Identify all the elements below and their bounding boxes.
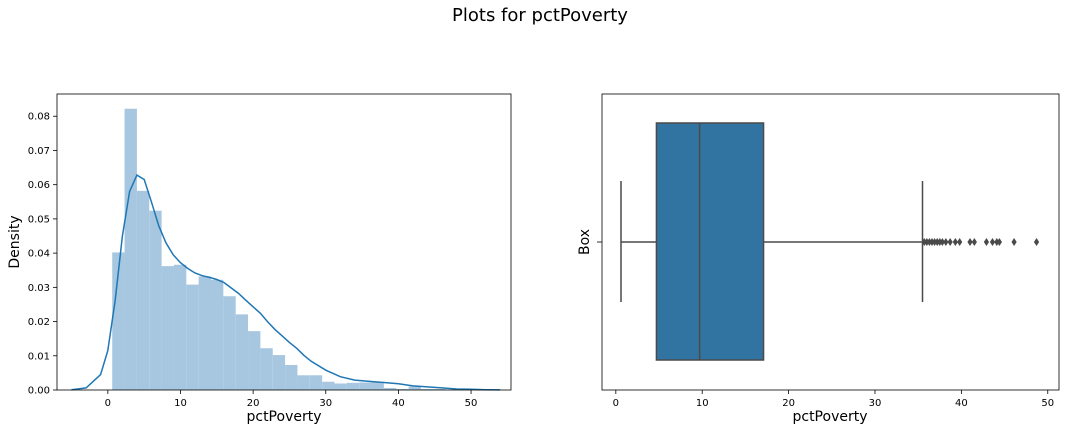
histogram-panel: 0 10 20 30 40 50 0.00 0.01 0.02 0.03 0.04 0.05 0.06… — [7, 93, 512, 425]
outlier-point — [967, 238, 973, 246]
outlier-point — [989, 238, 996, 246]
y-tick-label: 0.05 — [28, 214, 50, 225]
outlier-point — [947, 238, 953, 246]
histogram-bar — [371, 382, 384, 390]
histogram-bar — [186, 284, 199, 390]
y-tick-label: 0.08 — [28, 112, 50, 123]
histogram-bar — [161, 266, 174, 390]
histogram-x-axis: 0 10 20 30 40 50 — [105, 390, 478, 409]
histogram-bar — [272, 355, 286, 390]
histogram-bar — [334, 383, 347, 390]
histogram-bar — [285, 365, 298, 390]
x-tick-label: 0 — [613, 398, 619, 409]
y-tick-label: 0.04 — [28, 249, 50, 260]
x-tick-label: 20 — [247, 398, 260, 409]
histogram-bar — [359, 382, 372, 390]
histogram-bar — [210, 279, 224, 390]
histogram-bar — [396, 388, 409, 390]
histogram-bar — [136, 190, 150, 390]
y-tick-label: 0.03 — [28, 283, 50, 294]
histogram-bar — [383, 387, 397, 390]
histogram-y-axis: 0.00 0.01 0.02 0.03 0.04 0.05 0.06 0.07 0.08 — [28, 112, 57, 397]
x-tick-label: 20 — [782, 398, 795, 409]
histogram-bar — [173, 264, 187, 390]
boxplot-marks — [620, 122, 1040, 361]
histogram-bars — [112, 108, 446, 390]
outlier-point — [952, 238, 958, 246]
boxplot-y-axis-label: Box — [577, 229, 593, 255]
histogram-bar — [124, 108, 137, 390]
histogram-bar — [408, 386, 421, 390]
interquartile-box — [655, 122, 765, 361]
y-tick-label: 0.00 — [28, 386, 50, 397]
histogram-bar — [235, 314, 249, 390]
y-tick-label: 0.01 — [28, 351, 50, 362]
outlier-point — [939, 238, 945, 246]
y-tick-label: 0.02 — [28, 317, 50, 328]
histogram-bar — [433, 388, 446, 390]
boxplot-panel: 0 10 20 30 40 50 pctPoverty Box — [577, 93, 1060, 425]
x-tick-label: 10 — [696, 398, 709, 409]
histogram-bar — [309, 375, 323, 390]
histogram-plot-frame — [56, 93, 512, 391]
x-tick-label: 40 — [392, 398, 405, 409]
outlier-point — [983, 238, 990, 246]
histogram-bar — [260, 348, 273, 390]
boxplot-x-axis-label: pctPoverty — [792, 409, 867, 425]
x-tick-label: 0 — [105, 398, 111, 409]
x-tick-label: 50 — [465, 398, 478, 409]
x-tick-label: 30 — [869, 398, 882, 409]
outlier-point — [1011, 238, 1017, 246]
histogram-bar — [297, 375, 310, 390]
x-tick-label: 40 — [955, 398, 968, 409]
y-tick-label: 0.06 — [28, 180, 50, 191]
histogram-bar — [112, 252, 125, 390]
x-tick-label: 50 — [1041, 398, 1054, 409]
outlier-point — [996, 238, 1002, 246]
histogram-bar — [322, 381, 335, 390]
histogram-bar — [420, 388, 434, 390]
y-tick-label: 0.07 — [28, 146, 50, 157]
figure-title: Plots for pctPoverty — [452, 5, 628, 26]
boxplot-x-axis: 0 10 20 30 40 50 — [613, 390, 1054, 409]
x-tick-label: 30 — [319, 398, 332, 409]
x-tick-label: 10 — [174, 398, 187, 409]
histogram-bar — [248, 331, 261, 390]
histogram-x-axis-label: pctPoverty — [246, 409, 321, 425]
outlier-point — [1033, 238, 1040, 246]
histogram-bar — [198, 276, 211, 390]
outlier-point — [971, 238, 977, 246]
outlier-point — [957, 238, 963, 246]
outlier-point — [943, 238, 949, 246]
histogram-bar — [346, 382, 360, 390]
histogram-bar — [223, 296, 236, 390]
histogram-y-axis-label: Density — [7, 215, 23, 268]
histogram-bar — [149, 210, 162, 390]
kde-curve — [71, 174, 501, 391]
